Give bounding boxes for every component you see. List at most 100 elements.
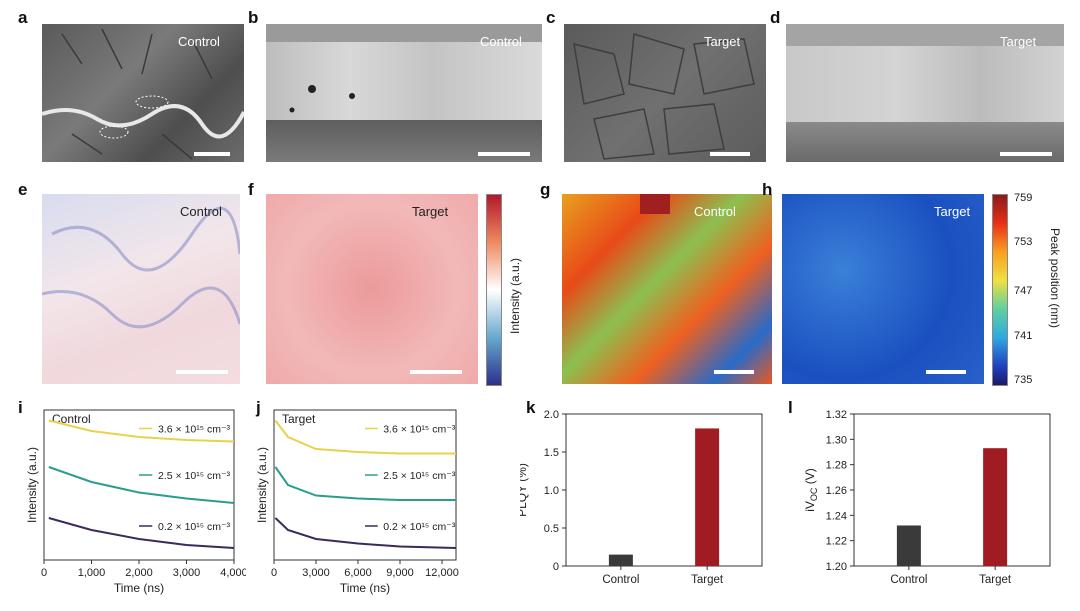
- sem-image-control-top: Control: [42, 24, 244, 162]
- sem-image-target-top: Target: [564, 24, 766, 162]
- scale-bar: [926, 370, 966, 374]
- intensity-colorbar-label: Intensity (a.u.): [508, 257, 522, 334]
- film-layer: [786, 24, 1064, 46]
- legend-label: 2.5 × 10¹⁵ cm⁻³: [383, 470, 456, 482]
- panel-f-tag: Target: [412, 204, 449, 219]
- panel-label-l: l: [788, 398, 793, 417]
- x-tick-label: 9,000: [386, 567, 414, 579]
- hotspot: [640, 194, 670, 214]
- x-tick-label: 4,000: [220, 567, 246, 579]
- chart-l-ivoc: 1.20 1.22 1.24 1.26 1.28 1.30 1.32 Control Targe…: [803, 409, 1051, 586]
- peak-tick-1: 753: [1014, 236, 1033, 248]
- x-tick-label: Target: [691, 574, 724, 586]
- y-tick-label: 1.5: [544, 447, 559, 459]
- bar-control: [608, 554, 633, 566]
- x-tick-label: 0: [41, 567, 47, 579]
- perovskite-layer: [266, 42, 542, 120]
- y-tick-label: 1.0: [544, 485, 559, 497]
- series-line: [274, 517, 457, 549]
- y-tick-label: 1.28: [826, 460, 847, 472]
- series-line: [48, 466, 235, 504]
- pl-peak-map-control: Control: [562, 194, 772, 384]
- y-tick-label: 1.26: [826, 485, 847, 497]
- bar-target: [983, 448, 1008, 566]
- x-tick-label: 3,000: [302, 567, 330, 579]
- scale-bar: [478, 152, 530, 156]
- scale-bar: [194, 152, 230, 156]
- chart-title: Target: [282, 412, 316, 426]
- pl-peak-map-target: Target: [782, 194, 984, 384]
- panel-g-tag: Control: [694, 204, 736, 219]
- y-tick-label: 1.24: [826, 510, 847, 522]
- intensity-colorbar: [486, 194, 502, 386]
- chart-j-decay-target: 0 3,000 6,000 9,000 12,000 Time (ns) Intensity…: [255, 409, 459, 595]
- x-tick-label: Control: [890, 574, 927, 586]
- panel-h-tag: Target: [934, 204, 971, 219]
- chart-i-decay-control: 0 1,000 2,000 3,000 4,000 Time (ns) Intensity …: [25, 409, 246, 595]
- peak-tick-2: 747: [1014, 285, 1033, 297]
- panel-c-tag: Target: [704, 34, 741, 49]
- pl-intensity-map-target: Target: [266, 194, 478, 384]
- legend-label: 3.6 × 10¹⁵ cm⁻³: [158, 424, 231, 436]
- peak-colorbar: [992, 194, 1008, 386]
- legend-label: 0.2 × 10¹⁵ cm⁻³: [383, 521, 456, 533]
- bar-target: [695, 428, 720, 566]
- y-axis-label: Intensity (a.u.): [25, 447, 39, 523]
- y-axis-label: Intensity (a.u.): [255, 447, 269, 523]
- y-axis-label: PLQY (%): [520, 463, 529, 517]
- x-tick-label: 2,000: [125, 567, 153, 579]
- x-tick-label: 6,000: [344, 567, 372, 579]
- panel-label-i: i: [18, 398, 23, 417]
- legend-label: 2.5 × 10¹⁵ cm⁻³: [158, 470, 231, 482]
- series-line: [48, 517, 235, 549]
- x-axis-label: Time (ns): [114, 581, 164, 595]
- pl-intensity-map-control: Control: [42, 194, 240, 384]
- peak-tick-0: 759: [1014, 192, 1033, 204]
- x-tick-label: 3,000: [173, 567, 201, 579]
- x-tick-label: 1,000: [78, 567, 106, 579]
- x-tick-label: 12,000: [425, 567, 459, 579]
- peak-tick-4: 735: [1014, 374, 1033, 386]
- y-tick-label: 2.0: [544, 409, 559, 421]
- panel-d-tag: Target: [1000, 34, 1037, 49]
- panel-label-d: d: [770, 8, 781, 27]
- y-tick-label: 0.5: [544, 523, 559, 535]
- series-line: [274, 419, 456, 455]
- x-tick-label: 0: [271, 567, 277, 579]
- panel-label-b: b: [248, 8, 259, 27]
- panel-label-a: a: [18, 8, 28, 27]
- scale-bar: [176, 370, 228, 374]
- panel-label-c: c: [546, 8, 556, 27]
- x-tick-label: Target: [979, 574, 1012, 586]
- plot-frame: [853, 413, 1051, 567]
- sem-cross-section-control: Control: [266, 24, 542, 162]
- y-axis-label: iVOC (V): [803, 468, 819, 512]
- panel-label-e: e: [18, 180, 28, 199]
- scale-bar: [714, 370, 754, 374]
- y-tick-label: 1.30: [826, 434, 847, 446]
- panel-e-tag: Control: [180, 204, 222, 219]
- panel-a-tag: Control: [178, 34, 220, 49]
- bar-control: [896, 525, 921, 566]
- chart-k-plqy: 0 0.5 1.0 1.5 2.0 Control Target PLQY (%): [520, 409, 763, 586]
- scale-bar: [410, 370, 462, 374]
- legend-label: 3.6 × 10¹⁵ cm⁻³: [383, 424, 456, 436]
- series-line: [48, 419, 235, 443]
- panel-b-tag: Control: [480, 34, 522, 49]
- y-tick-label: 1.20: [826, 561, 847, 573]
- peak-colorbar-label: Peak position (nm): [1048, 228, 1062, 329]
- sem-cross-section-target: Target: [786, 24, 1064, 162]
- panel-label-j: j: [256, 398, 261, 417]
- y-tick-label: 1.22: [826, 536, 847, 548]
- y-tick-label: 1.32: [826, 409, 847, 421]
- x-tick-label: Control: [602, 574, 639, 586]
- perovskite-layer: [786, 46, 1064, 122]
- panel-label-f: f: [248, 180, 254, 199]
- panel-label-g: g: [540, 180, 551, 199]
- peak-tick-3: 741: [1014, 330, 1033, 342]
- scale-bar: [1000, 152, 1052, 156]
- chart-title: Control: [52, 412, 91, 426]
- legend-label: 0.2 × 10¹⁵ cm⁻³: [158, 521, 231, 533]
- plot-frame: [565, 413, 763, 567]
- panel-label-h: h: [762, 180, 773, 199]
